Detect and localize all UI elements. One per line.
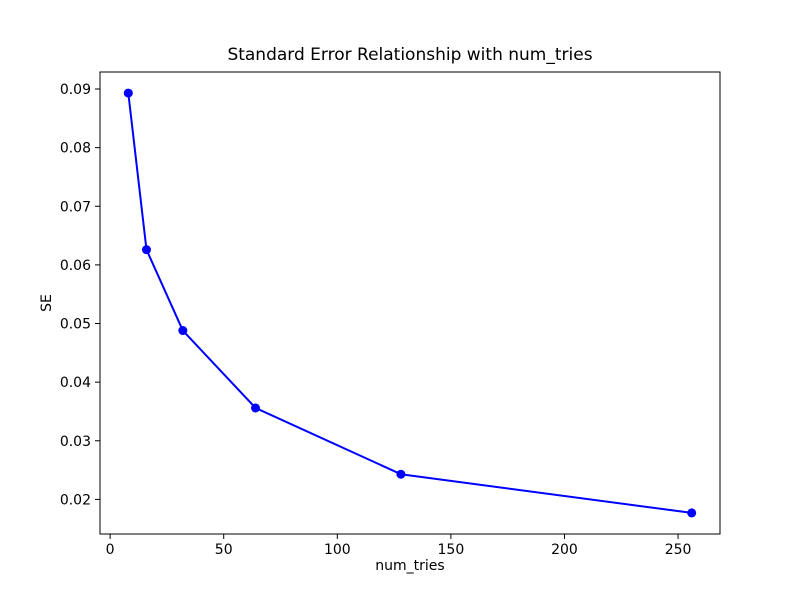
axes-frame — [99, 71, 721, 535]
data-point — [178, 326, 188, 336]
y-tick-label: 0.08 — [60, 141, 91, 157]
y-tick-label: 0.09 — [60, 82, 91, 98]
x-tick-label: 50 — [215, 542, 233, 558]
data-point — [251, 403, 261, 413]
data-point — [141, 245, 151, 255]
x-axis-label: num_tries — [375, 558, 445, 574]
y-tick-label: 0.07 — [60, 199, 91, 215]
data-point — [396, 469, 406, 479]
y-tick-label: 0.06 — [60, 258, 91, 274]
y-tick-label: 0.03 — [60, 434, 91, 450]
x-tick-label: 200 — [551, 542, 578, 558]
x-tick-label: 0 — [106, 542, 115, 558]
data-line — [127, 92, 692, 514]
chart-title: Standard Error Relationship with num_tri… — [227, 45, 593, 65]
data-point — [123, 88, 133, 98]
x-tick-label: 100 — [324, 542, 351, 558]
y-tick-label: 0.05 — [60, 317, 91, 333]
y-tick-label: 0.04 — [60, 375, 91, 391]
y-tick-label: 0.02 — [60, 492, 91, 508]
data-point — [687, 508, 697, 518]
x-tick-label: 150 — [438, 542, 465, 558]
x-tick-label: 250 — [665, 542, 692, 558]
